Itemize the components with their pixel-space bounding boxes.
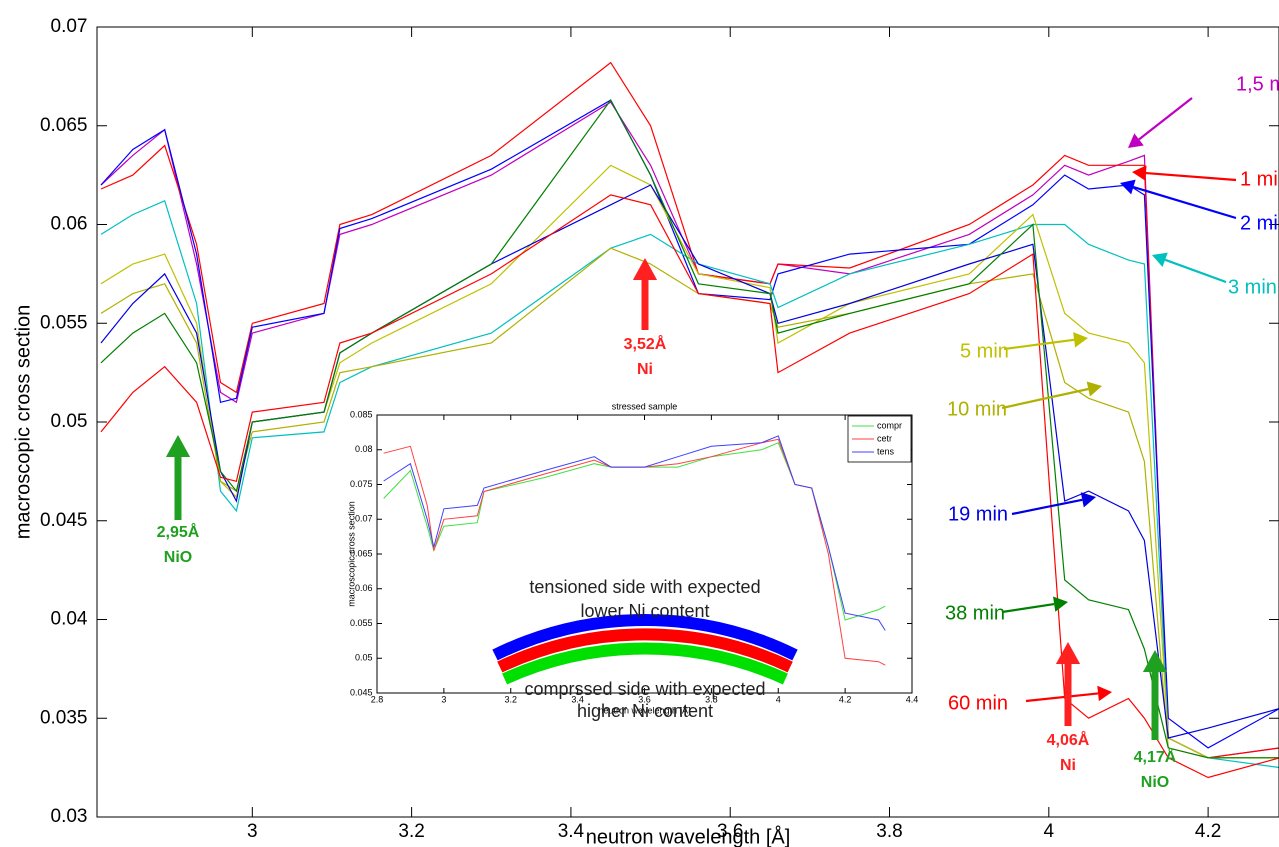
annotation-text: NiO (1141, 774, 1169, 791)
sample-band (502, 642, 788, 685)
arrow-shaft (1025, 692, 1099, 703)
x-tick-label: 4 (776, 695, 781, 705)
arrow-head (165, 435, 191, 457)
y-tick-label: 0.04 (51, 609, 88, 630)
x-axis-label: neutron wavelength [Å] (598, 705, 690, 715)
x-tick-label: 3.8 (705, 695, 718, 705)
arrow-shaft (1001, 603, 1055, 614)
x-tick-label: 3.4 (571, 695, 584, 705)
arrow-head (1120, 179, 1136, 195)
x-tick-label: 2.8 (371, 695, 384, 705)
y-tick-label: 0.035 (40, 707, 88, 728)
sample-band (492, 614, 798, 661)
arrow-shaft (1001, 387, 1089, 410)
annotation-text: 4,17Å (1134, 747, 1177, 766)
inset-annotation: higher Ni content (577, 701, 713, 721)
y-axis-label: macroscopic cross section (12, 305, 34, 540)
data-line (100, 99, 1279, 749)
arrow-shaft (1003, 338, 1075, 351)
inset-background (338, 395, 928, 725)
series-label: 2 min (1240, 212, 1279, 234)
data-line (100, 194, 1279, 779)
data-line (100, 247, 1279, 759)
arrow-shaft (1164, 258, 1227, 284)
y-axis-label: macroscopic cross section (346, 501, 356, 607)
annotation-text: 3,52Å (624, 334, 667, 353)
y-tick-label: 0.045 (40, 510, 88, 531)
arrow-head (1132, 165, 1147, 181)
inset-annotation: lower Ni content (580, 601, 709, 621)
series-label: 38 min (945, 602, 1005, 624)
y-tick-label: 0.08 (355, 444, 373, 454)
x-tick-label: 3.8 (876, 821, 902, 842)
y-tick-label: 0.065 (350, 548, 373, 558)
legend-label: tens (877, 446, 895, 456)
inset-annotation: tensioned side with expected (529, 577, 760, 597)
chart-title: stressed sample (612, 401, 678, 411)
data-line (100, 184, 1279, 739)
arrow-head (1142, 650, 1168, 672)
x-tick-label: 3.4 (558, 821, 585, 842)
x-axis-label: neutron wavelength [Å] (586, 825, 791, 847)
arrow-shaft (1011, 498, 1083, 516)
data-line (100, 101, 1279, 759)
arrow-head (1073, 332, 1088, 348)
series-label: 3 min (1228, 276, 1277, 298)
arrow-head (1080, 492, 1096, 508)
y-tick-label: 0.07 (51, 16, 88, 37)
y-tick-label: 0.05 (355, 653, 373, 663)
x-tick-label: 4.2 (839, 695, 852, 705)
y-tick-label: 0.07 (355, 514, 373, 524)
sample-band (497, 628, 793, 673)
data-line (383, 435, 886, 631)
y-tick-label: 0.03 (51, 806, 88, 827)
arrow-shaft (1138, 97, 1193, 141)
arrow-shaft (1145, 171, 1237, 182)
x-tick-label: 3 (247, 821, 258, 842)
annotation-text: NiO (164, 549, 192, 566)
arrow-head (1055, 642, 1081, 664)
series-label: 19 min (948, 503, 1008, 525)
data-line (100, 98, 1279, 759)
x-tick-label: 4.4 (906, 695, 919, 705)
arrow-head (1086, 381, 1102, 397)
y-tick-label: 0.045 (350, 687, 373, 697)
legend-label: compr (877, 420, 902, 430)
x-tick-label: 3.2 (504, 695, 517, 705)
x-tick-label: 3.6 (717, 821, 743, 842)
series-label: 10 min (947, 398, 1007, 420)
x-tick-label: 3.6 (638, 695, 651, 705)
arrow-head (1128, 133, 1144, 148)
y-tick-label: 0.06 (355, 583, 373, 593)
series-label: 60 min (948, 692, 1008, 714)
arrow-head (1097, 685, 1112, 702)
y-tick-label: 0.055 (40, 312, 88, 333)
annotation-text: Ni (1060, 757, 1076, 774)
y-tick-label: 0.085 (350, 409, 373, 419)
x-tick-label: 4 (1044, 821, 1055, 842)
annotation-text: 4,06Å (1047, 730, 1090, 749)
x-tick-label: 4.2 (1195, 821, 1221, 842)
arrow-head (632, 258, 658, 280)
inset-annotation: comprssed side with expected (524, 679, 765, 699)
y-tick-label: 0.075 (350, 479, 373, 489)
arrow-head (1152, 252, 1168, 268)
series-label: 5 min (960, 340, 1009, 362)
annotation-text: 2,95Å (157, 522, 200, 541)
series-label: 1 min (1240, 168, 1279, 190)
y-tick-label: 0.055 (350, 618, 373, 628)
data-line (100, 61, 1279, 759)
arrow-shaft (1133, 185, 1237, 220)
x-tick-label: 3 (441, 695, 446, 705)
y-tick-label: 0.065 (40, 115, 88, 136)
x-tick-label: 3.2 (398, 821, 424, 842)
arrow-head (1053, 596, 1068, 612)
y-tick-label: 0.05 (51, 411, 88, 432)
series-label: 1,5 min (1236, 73, 1279, 95)
legend-label: cetr (877, 433, 892, 443)
y-tick-label: 0.06 (51, 214, 88, 235)
annotation-text: Ni (637, 361, 653, 378)
